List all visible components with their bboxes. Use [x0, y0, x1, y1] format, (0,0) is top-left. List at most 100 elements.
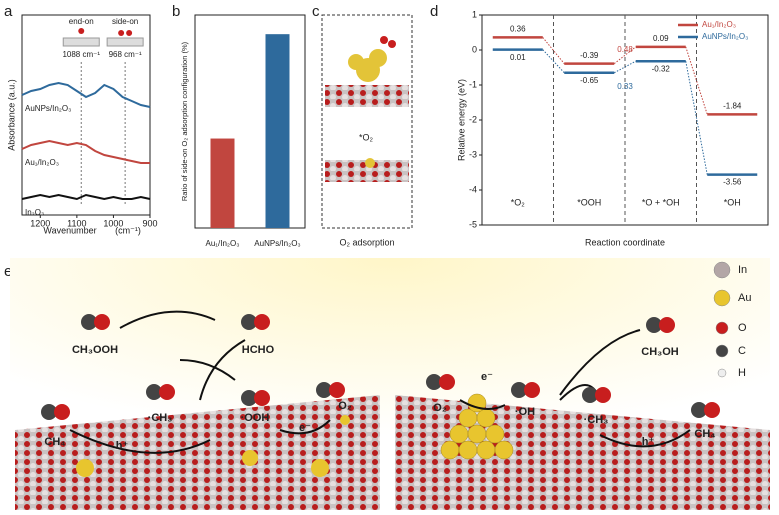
legend-atom	[715, 321, 729, 335]
x-axis-label: Wavenumber	[43, 225, 96, 235]
y-tick-label: -2	[469, 114, 477, 124]
molecule	[595, 387, 611, 403]
value-label: 0.36	[510, 25, 526, 34]
molecule	[241, 314, 257, 330]
molecule	[159, 384, 175, 400]
spectrum	[21, 193, 151, 201]
series-label: AuNPs/In₂O₃	[25, 104, 71, 113]
legend-atom	[713, 261, 731, 279]
series-label: In₂O₃	[25, 208, 44, 217]
y-axis-label: Ratio of side-on O₂ adsorption configura…	[180, 41, 189, 201]
y-tick-label: -3	[469, 149, 477, 159]
legend-label: C	[738, 345, 746, 357]
y-tick-label: 1	[472, 9, 477, 19]
bar	[210, 138, 235, 228]
arrow	[69, 310, 691, 454]
molecule	[691, 402, 707, 418]
molecule	[316, 382, 332, 398]
molecule	[41, 404, 57, 420]
structure-label: *O₂	[359, 132, 374, 142]
plot-frame	[21, 14, 151, 216]
species-label: HCHO	[242, 344, 275, 356]
step-label: *OOH	[577, 197, 601, 207]
x-tick-label: 1000	[103, 218, 123, 228]
y-tick-label: -5	[469, 219, 477, 229]
molecule	[241, 390, 257, 406]
y-axis-label: Relative energy (eV)	[456, 79, 466, 161]
species-label: O₂	[433, 402, 447, 414]
value-label: 0.01	[510, 53, 526, 62]
marker-label: 1088 cm⁻¹	[62, 50, 100, 59]
species-label: O₂	[338, 400, 352, 412]
value-label: 0.09	[653, 34, 669, 43]
species-label: e⁻	[481, 371, 493, 383]
molecule	[81, 314, 97, 330]
species-label: ·CH₃	[584, 414, 609, 426]
x-tick-label: 1100	[67, 218, 86, 228]
barrier-label: 0.33	[617, 82, 633, 91]
value-label: -3.56	[723, 178, 742, 187]
spectrum	[21, 139, 150, 164]
x-axis-unit: (cm⁻¹)	[115, 225, 141, 235]
species-label: CH₄	[44, 436, 65, 448]
au-cluster	[440, 393, 514, 460]
species-label: e⁻	[299, 422, 311, 434]
connector	[542, 37, 565, 64]
au-atom	[76, 415, 350, 477]
plot-frame	[194, 14, 306, 229]
panel-label: e	[4, 263, 12, 280]
legend-label: Au	[738, 292, 751, 304]
panel-c-frame	[321, 14, 413, 229]
species-label: ·OOH	[241, 412, 270, 424]
legend-label: Au₁/In₂O₃	[702, 20, 736, 29]
molecule	[524, 382, 540, 398]
step-label: *O₂	[511, 197, 526, 207]
molecule	[146, 384, 162, 400]
legend-label: AuNPs/In₂O₃	[702, 32, 748, 41]
panel-label: c	[312, 3, 320, 20]
molecule	[254, 390, 270, 406]
molecule	[511, 382, 527, 398]
value-label: -1.84	[723, 102, 742, 111]
marker-label: 968 cm⁻¹	[109, 50, 142, 59]
species-label: ·CH₃	[148, 412, 173, 424]
x-tick-label: 900	[142, 218, 157, 228]
molecule	[646, 317, 662, 333]
o-atom	[118, 30, 125, 36]
value-label: -0.39	[580, 51, 599, 60]
molecule	[704, 402, 720, 418]
legend-label: H	[738, 367, 746, 379]
molecule	[426, 374, 442, 390]
o-atom	[78, 28, 85, 34]
legend-atom	[715, 344, 729, 358]
bar	[265, 34, 290, 228]
inset-slab	[106, 37, 144, 47]
surface	[15, 395, 380, 510]
legend-atom	[713, 289, 731, 307]
y-tick-label: -1	[469, 79, 477, 89]
structure	[325, 36, 409, 182]
molecule	[254, 314, 270, 330]
step-label: *O + *OH	[642, 197, 680, 207]
connector	[542, 49, 565, 74]
x-tick-label: Au₁/In₂O₃	[206, 239, 240, 248]
barrier-label: 0.48	[617, 45, 633, 54]
panel-label: b	[172, 3, 180, 20]
x-tick-label: AuNPs/In₂O₃	[254, 239, 300, 248]
y-tick-label: 0	[472, 44, 477, 54]
molecule	[582, 387, 598, 403]
legend-label: In	[738, 264, 747, 276]
inset-label: end-on	[69, 17, 94, 26]
species-label: h⁺	[642, 436, 655, 448]
value-label: -0.32	[652, 64, 671, 73]
species-label: CH₃OOH	[72, 344, 118, 356]
legend-atom	[717, 368, 727, 378]
molecule	[329, 382, 345, 398]
spectrum	[21, 81, 151, 108]
inset-label: side-on	[112, 17, 138, 26]
series-label: Au₁/In₂O₃	[25, 158, 59, 167]
x-tick-label: 1200	[30, 218, 50, 228]
molecule	[54, 404, 70, 420]
species-label: CH₄	[694, 428, 715, 440]
